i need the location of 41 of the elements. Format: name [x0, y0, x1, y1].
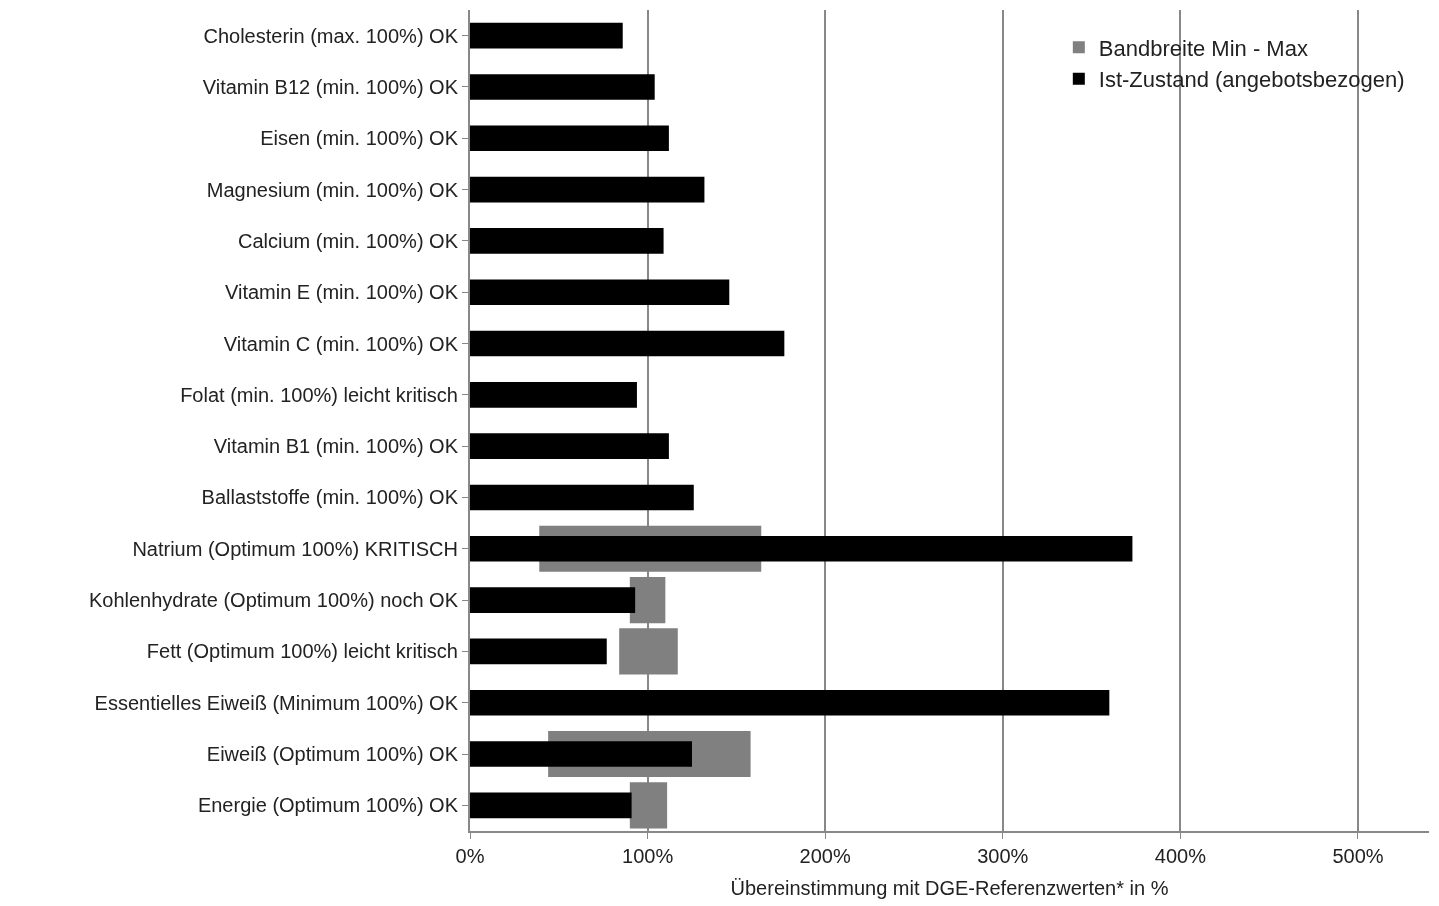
bar — [470, 330, 785, 357]
y-tick-label: Vitamin B1 (min. 100%) OK — [213, 435, 459, 458]
x-tick-label: 400% — [1154, 845, 1207, 867]
y-tick-label: Essentielles Eiweiß (Minimum 100%) OK — [94, 691, 459, 714]
x-tick-label: 200% — [799, 845, 851, 867]
bar — [470, 484, 694, 511]
bar — [470, 22, 623, 49]
y-tick-label: Cholesterin (max. 100%) OK — [203, 24, 459, 47]
bar — [470, 176, 705, 203]
bar — [470, 228, 664, 254]
legend-label: Ist-Zustand (angebotsbezogen) — [1098, 67, 1405, 93]
y-tick-label: Natrium (Optimum 100%) KRITISCH — [132, 537, 458, 560]
y-tick-label: Vitamin B12 (min. 100%) OK — [202, 75, 459, 98]
bar — [470, 433, 669, 459]
x-tick-label: 500% — [1332, 845, 1384, 867]
y-tick-label: Eiweiß (Optimum 100%) OK — [206, 743, 459, 766]
x-tick-label: 100% — [622, 845, 674, 867]
bar — [470, 74, 655, 100]
y-tick-label: Calcium (min. 100%) OK — [237, 229, 459, 252]
y-tick-label: Kohlenhydrate (Optimum 100%) noch OK — [88, 589, 459, 612]
bar — [470, 792, 632, 819]
bar — [470, 638, 607, 665]
y-tick-label: Folat (min. 100%) leicht kritisch — [180, 383, 458, 406]
bar — [470, 382, 637, 408]
bar — [470, 279, 730, 306]
bar — [470, 689, 1110, 716]
y-tick-label: Fett (Optimum 100%) leicht kritisch — [146, 640, 458, 663]
y-tick-label: Energie (Optimum 100%) OK — [197, 794, 459, 817]
bar — [470, 741, 692, 767]
legend-label: Bandbreite Min - Max — [1098, 35, 1308, 61]
bar — [470, 125, 669, 152]
x-tick-label: 0% — [455, 845, 485, 867]
x-tick-label: 300% — [977, 845, 1029, 867]
y-tick-label: Vitamin C (min. 100%) OK — [223, 332, 459, 355]
y-tick-label: Vitamin E (min. 100%) OK — [224, 281, 459, 304]
y-tick-label: Eisen (min. 100%) OK — [260, 127, 459, 150]
y-tick-label: Ballaststoffe (min. 100%) OK — [201, 486, 459, 509]
bar — [470, 587, 636, 613]
y-tick-label: Magnesium (min. 100%) OK — [206, 178, 459, 201]
x-axis-title: Übereinstimmung mit DGE-Referenzwerten* in % — [730, 877, 1169, 899]
bar — [470, 535, 1133, 562]
